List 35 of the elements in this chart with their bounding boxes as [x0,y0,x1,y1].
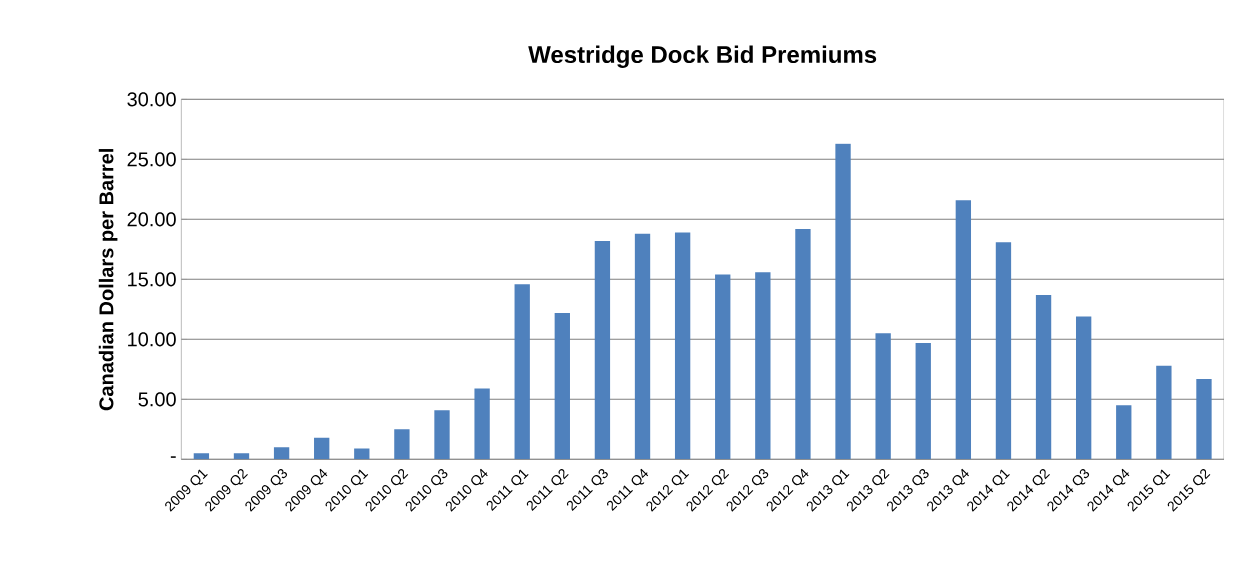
bar [594,240,611,460]
y-axis-title: Canadian Dollars per Barrel [98,149,118,411]
y-tick-label: 30.00 [127,92,176,107]
bar [1156,365,1172,460]
bar [474,388,490,460]
bar [715,274,731,460]
y-tick-label: 10.00 [128,332,176,347]
bar [674,232,691,460]
y-tick-label: 20.00 [127,212,176,227]
bar [634,233,651,460]
bar [795,228,811,460]
y-tick-label: - [170,456,176,458]
y-tick-label: 15.00 [128,272,176,287]
bar [193,453,210,460]
bar [1075,316,1092,460]
bar [394,429,410,460]
bar [875,333,891,460]
bar [554,312,570,460]
chart-title: Westridge Dock Bid Premiums [528,45,877,68]
bar [233,453,250,460]
bar [354,448,370,460]
bar [955,200,972,460]
y-tick-label: 5.00 [138,392,176,407]
bar [755,272,771,460]
bar [1196,378,1212,460]
y-tick-label: 25.00 [127,152,176,167]
bar [434,410,450,460]
bar [273,447,290,460]
bar [1116,405,1132,460]
bar [915,342,931,460]
bar [514,284,530,460]
bar [1035,294,1052,460]
bar [835,143,851,460]
bar [995,242,1012,460]
bar [314,437,330,460]
